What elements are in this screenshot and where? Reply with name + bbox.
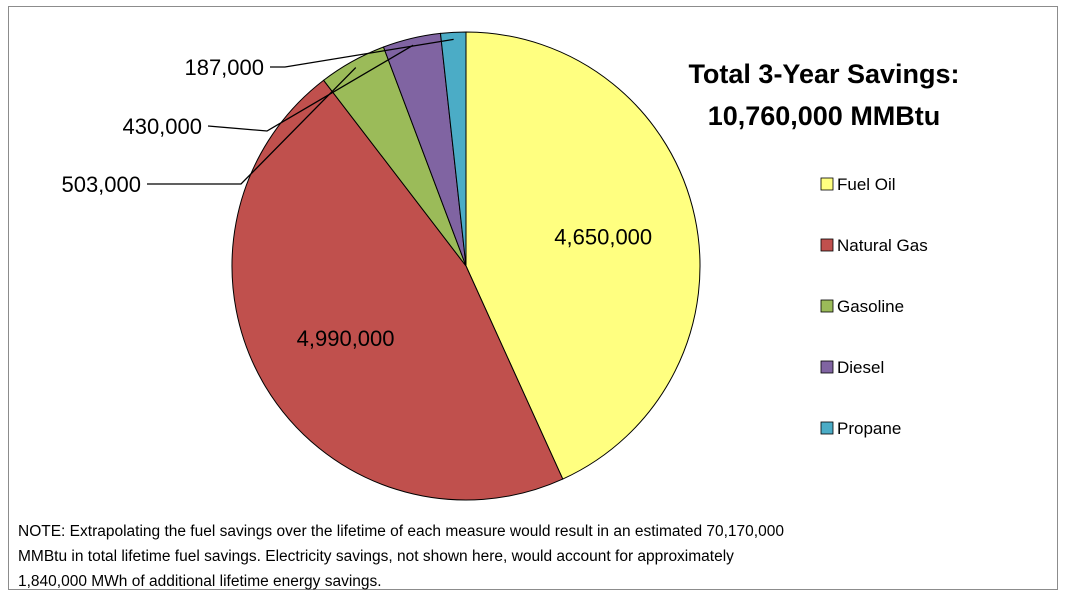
legend-label-diesel: Diesel bbox=[837, 358, 884, 377]
chart-frame: 4,650,000 4,990,000 503,000 430,000 187,000 … bbox=[8, 6, 1058, 590]
pie-slice-fuel-oil bbox=[465, 31, 701, 480]
legend: Fuel Oil Natural Gas Gasoline Diesel Propane bbox=[820, 175, 928, 438]
note-line: 1,840,000 MWh of additional lifetime ene… bbox=[18, 573, 382, 590]
data-label-fuel-oil: 4,650,000 bbox=[554, 224, 652, 249]
pie-chart: 4,650,0004,990,000503,000430,000187,000 … bbox=[61, 31, 960, 501]
legend-swatch-fuel-oil bbox=[820, 177, 834, 191]
pie-slice-propane bbox=[439, 31, 467, 267]
pie-slice-natural-gas bbox=[231, 79, 564, 501]
data-label-gasoline: 503,000 bbox=[61, 172, 141, 197]
chart-note: NOTE: Extrapolating the fuel savings ove… bbox=[18, 519, 1058, 594]
leader-lines bbox=[147, 38, 454, 185]
chart-title-line-1: Total 3-Year Savings: bbox=[688, 59, 959, 89]
data-labels: 4,650,000 4,990,000 503,000 430,000 187,000 bbox=[61, 55, 652, 351]
leader-line-gasoline bbox=[147, 67, 357, 185]
legend-swatch-diesel bbox=[820, 360, 834, 374]
data-label-diesel: 430,000 bbox=[122, 114, 202, 139]
legend-label-propane: Propane bbox=[837, 419, 901, 438]
note-line: NOTE: Extrapolating the fuel savings ove… bbox=[18, 523, 784, 540]
legend-swatch-gasoline bbox=[820, 299, 834, 313]
note-line: MMBtu in total lifetime fuel savings. El… bbox=[18, 548, 734, 565]
legend-swatch-natural-gas bbox=[820, 238, 834, 252]
legend-label-fuel-oil: Fuel Oil bbox=[837, 175, 896, 194]
leader-line-diesel bbox=[207, 44, 414, 132]
legend-label-natural-gas: Natural Gas bbox=[837, 236, 928, 255]
legend-label-gasoline: Gasoline bbox=[837, 297, 904, 316]
pie-slices bbox=[231, 31, 701, 501]
chart-title-line-2: 10,760,000 MMBtu bbox=[708, 101, 941, 131]
leader-line-propane bbox=[270, 38, 454, 68]
data-label-natural-gas: 4,990,000 bbox=[297, 326, 395, 351]
legend-swatch-propane bbox=[820, 421, 834, 435]
data-label-propane: 187,000 bbox=[184, 55, 264, 80]
